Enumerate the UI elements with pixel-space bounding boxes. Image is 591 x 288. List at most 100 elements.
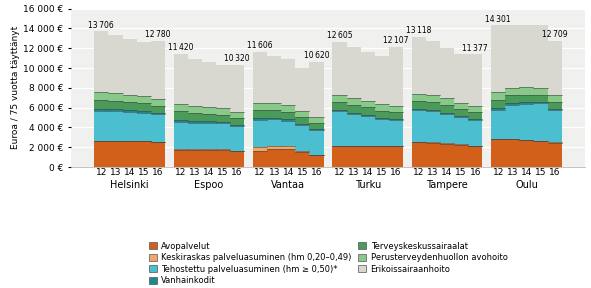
Bar <box>253 52 267 103</box>
Bar <box>389 47 403 106</box>
Bar <box>281 146 296 149</box>
Bar <box>534 25 548 88</box>
Bar <box>375 56 389 105</box>
Bar <box>548 95 561 101</box>
Text: 11 377: 11 377 <box>463 43 488 53</box>
Bar <box>216 108 230 115</box>
Bar <box>281 119 296 120</box>
Bar <box>346 47 361 98</box>
Bar <box>454 103 468 109</box>
Bar <box>361 52 375 101</box>
Bar <box>468 112 482 119</box>
Bar <box>202 123 216 149</box>
Bar <box>426 95 440 102</box>
Bar <box>468 106 482 112</box>
Bar <box>281 112 296 119</box>
Bar <box>534 141 548 167</box>
Bar <box>151 106 165 113</box>
Bar <box>548 109 561 110</box>
Bar <box>346 105 361 113</box>
Bar <box>137 42 151 96</box>
Bar <box>519 87 534 94</box>
Bar <box>534 95 548 103</box>
Bar <box>267 118 281 119</box>
Bar <box>216 65 230 108</box>
Bar <box>389 106 403 112</box>
Bar <box>267 119 281 146</box>
Bar <box>310 129 324 130</box>
Bar <box>137 141 151 167</box>
Bar <box>361 107 375 115</box>
Bar <box>332 111 346 146</box>
Bar <box>505 105 519 139</box>
Bar <box>137 113 151 141</box>
Bar <box>230 65 244 112</box>
Bar <box>389 120 403 146</box>
Bar <box>412 101 426 109</box>
Bar <box>151 99 165 106</box>
Bar <box>375 118 389 119</box>
Text: 11 420: 11 420 <box>168 43 193 52</box>
Bar <box>412 94 426 101</box>
Bar <box>412 142 426 167</box>
Bar <box>174 150 188 167</box>
Bar <box>440 113 454 114</box>
Bar <box>174 111 188 120</box>
Bar <box>230 151 244 167</box>
Bar <box>389 112 403 119</box>
Text: Espoo: Espoo <box>194 180 223 190</box>
Bar <box>332 146 346 167</box>
Bar <box>519 94 534 103</box>
Bar <box>440 98 454 105</box>
Bar <box>519 103 534 104</box>
Bar <box>122 95 137 102</box>
Bar <box>375 111 389 118</box>
Bar <box>310 117 324 123</box>
Bar <box>122 112 137 141</box>
Bar <box>95 109 108 111</box>
Bar <box>281 120 296 146</box>
Bar <box>151 114 165 142</box>
Bar <box>108 141 122 167</box>
Bar <box>440 105 454 113</box>
Bar <box>108 35 122 93</box>
Bar <box>468 54 482 106</box>
Bar <box>174 122 188 149</box>
Bar <box>346 114 361 146</box>
Bar <box>281 59 296 105</box>
Bar <box>440 143 454 144</box>
Bar <box>412 37 426 94</box>
Bar <box>346 98 361 105</box>
Text: 11 606: 11 606 <box>247 41 273 50</box>
Bar <box>151 41 165 99</box>
Bar <box>548 110 561 142</box>
Bar <box>454 117 468 145</box>
Text: Oulu: Oulu <box>515 180 538 190</box>
Bar <box>332 102 346 110</box>
Text: 13 118: 13 118 <box>406 26 431 35</box>
Bar <box>412 110 426 142</box>
Bar <box>95 141 108 167</box>
Bar <box>389 146 403 167</box>
Bar <box>122 102 137 110</box>
Bar <box>440 144 454 167</box>
Text: 12 709: 12 709 <box>542 31 567 39</box>
Bar <box>440 114 454 143</box>
Bar <box>332 94 346 102</box>
Bar <box>296 125 310 151</box>
Bar <box>426 102 440 110</box>
Bar <box>505 103 519 105</box>
Bar <box>310 155 324 167</box>
Bar <box>253 147 267 151</box>
Text: Vantaa: Vantaa <box>271 180 306 190</box>
Bar <box>95 31 108 92</box>
Bar <box>188 59 202 106</box>
Bar <box>188 106 202 113</box>
Bar <box>534 88 548 95</box>
Bar <box>412 109 426 110</box>
Bar <box>188 121 202 123</box>
Bar <box>216 115 230 122</box>
Bar <box>253 151 267 167</box>
Bar <box>346 113 361 114</box>
Bar <box>491 92 505 100</box>
